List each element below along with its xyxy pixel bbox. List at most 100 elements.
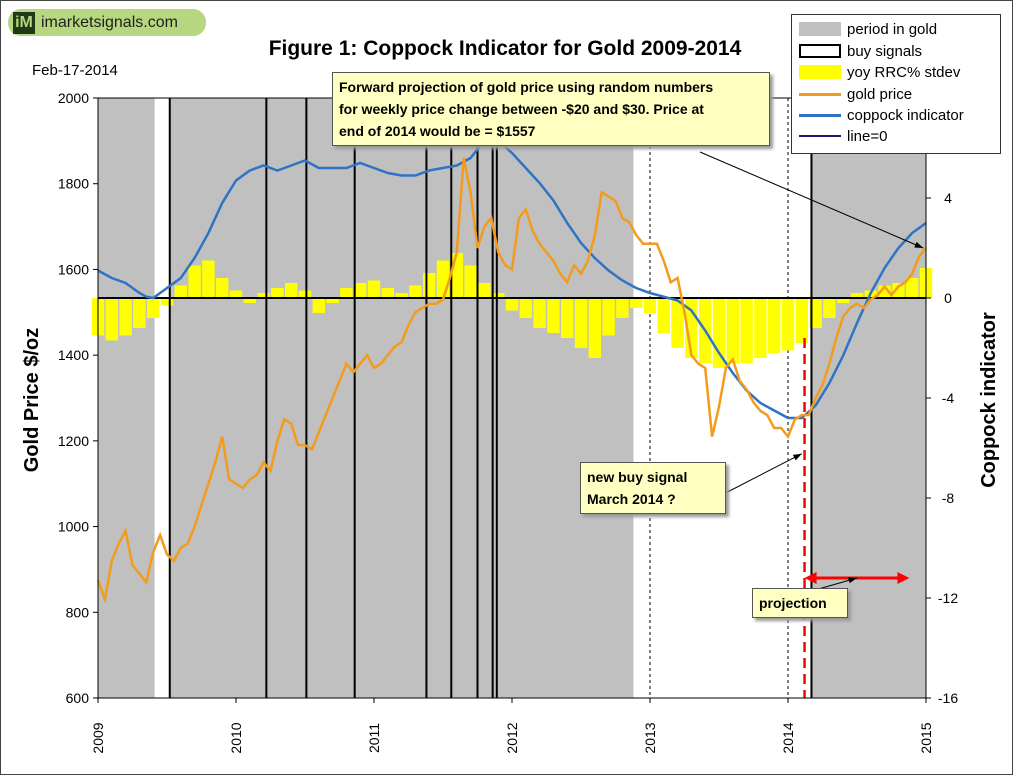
yoy-bar <box>215 278 229 298</box>
yoy-bar <box>726 298 740 363</box>
yoy-bar <box>671 298 684 348</box>
yoy-bar <box>422 273 436 298</box>
yoy-bar <box>353 283 367 298</box>
callout-line: for weekly price change between -$20 and… <box>339 101 704 117</box>
y2-tick-label: -4 <box>942 390 955 406</box>
x-tick-label: 2010 <box>228 722 244 753</box>
yoy-bar <box>229 290 243 298</box>
buy-callout-arrow <box>711 453 803 501</box>
legend-line <box>799 135 841 137</box>
yoy-bar <box>712 298 726 368</box>
yoy-bar <box>892 283 905 298</box>
y2-tick-label: 0 <box>944 290 952 306</box>
plot-area: 600 800 1000 1200 1400 1600 1800 2000 -16 -12 -8 -4… <box>58 90 958 754</box>
yoy-bar <box>478 283 491 298</box>
yoy-bar <box>657 298 671 333</box>
yoy-bar <box>629 298 643 308</box>
yoy-bar <box>202 260 215 298</box>
yoy-bar <box>781 298 795 351</box>
yoy-bar <box>547 298 560 333</box>
y2-tick-label: -12 <box>938 590 958 606</box>
yoy-bar <box>505 298 519 311</box>
y2-tick-label: 4 <box>944 190 952 206</box>
gold-price-line <box>96 157 927 605</box>
buy-callout-arrow-head <box>792 453 802 461</box>
legend-label: buy signals <box>847 42 923 60</box>
yoy-bar <box>243 298 257 303</box>
legend-label: gold price <box>847 85 913 103</box>
yoy-bar <box>409 285 422 298</box>
x-tick-label: 2015 <box>918 722 934 753</box>
forward-callout-arrow-head <box>914 241 924 248</box>
x-tick-label: 2014 <box>780 722 796 753</box>
legend-swatch <box>799 44 841 58</box>
y-tick-label: 1400 <box>58 347 89 363</box>
legend-item-buy: buy signals <box>792 41 1000 61</box>
y-tick-label: 2000 <box>58 90 89 106</box>
projection-arrowhead-left <box>804 572 817 584</box>
yoy-bar <box>850 293 864 298</box>
y2-tick-label: -8 <box>942 490 955 506</box>
yoy-bar <box>436 260 450 298</box>
yoy-bar <box>367 280 381 298</box>
legend-swatch <box>799 65 841 79</box>
x-tick-label: 2009 <box>90 722 106 753</box>
y-tick-label: 1200 <box>58 433 89 449</box>
callout-line: new buy signal <box>587 469 688 485</box>
yoy-bar <box>312 298 326 313</box>
legend-swatch <box>799 22 841 36</box>
yoy-bar <box>326 298 339 303</box>
yoy-bar <box>174 285 188 298</box>
callout-line: end of 2014 would be = $1557 <box>339 123 536 139</box>
x-tick-label: 2013 <box>642 722 658 753</box>
yoy-bar <box>836 298 850 303</box>
projection-arrowhead-right <box>897 572 910 584</box>
forward-projection-callout: Forward projection of gold price using r… <box>332 72 770 146</box>
date-label: Feb-17-2014 <box>32 62 118 79</box>
coppock-line <box>97 139 927 420</box>
brand-badge[interactable]: iM imarketsignals.com <box>8 9 206 36</box>
yoy-bar <box>491 293 505 298</box>
yoy-bar <box>271 288 284 298</box>
legend-item-gold: gold price <box>792 84 1000 104</box>
legend-item-yoy: yoy RRC% stdev <box>792 62 1000 82</box>
y2-tick-label: -16 <box>938 690 958 706</box>
yoy-bar <box>146 298 160 318</box>
yoy-bar <box>395 293 408 298</box>
y-tick-label: 1600 <box>58 261 89 277</box>
chart-title: Figure 1: Coppock Indicator for Gold 200… <box>269 37 742 60</box>
yoy-bar <box>257 293 270 298</box>
x-tick-label: 2012 <box>504 722 520 753</box>
yoy-bar <box>464 265 477 298</box>
callout-line: March 2014 ? <box>587 491 676 507</box>
legend-item-coppock: coppock indicator <box>792 105 1000 125</box>
yoy-bar <box>133 298 146 328</box>
yoy-bar <box>284 283 298 298</box>
legend-label: line=0 <box>847 127 888 145</box>
yoy-bar <box>119 298 132 336</box>
yoy-bar <box>767 298 781 353</box>
y-tick-label: 1800 <box>58 176 89 192</box>
yoy-bar <box>519 298 533 318</box>
forward-callout-arrow <box>699 151 924 249</box>
legend-line <box>799 113 841 117</box>
yoy-bar <box>560 298 574 338</box>
yoy-bar <box>298 290 312 298</box>
yoy-bar <box>381 288 395 298</box>
y-tick-label: 1000 <box>58 519 89 535</box>
y-tick-label: 800 <box>66 604 90 620</box>
legend-label: coppock indicator <box>847 106 964 124</box>
yoy-bar <box>643 298 657 313</box>
yoy-bar <box>188 265 201 298</box>
legend-label: period in gold <box>847 20 938 38</box>
yoy-bar <box>105 298 119 341</box>
period-in-gold-band <box>98 98 155 698</box>
projection-callout-arrow-head <box>848 577 857 584</box>
callout-line: Forward projection of gold price using r… <box>339 79 714 95</box>
y2-axis-label: Coppock indicator <box>978 312 1000 488</box>
yoy-bar <box>740 298 753 363</box>
yoy-bar <box>588 298 602 358</box>
legend: period in gold buy signals yoy RRC% stde… <box>791 14 1001 154</box>
callout-line: projection <box>759 595 827 611</box>
yoy-bar <box>450 253 464 298</box>
